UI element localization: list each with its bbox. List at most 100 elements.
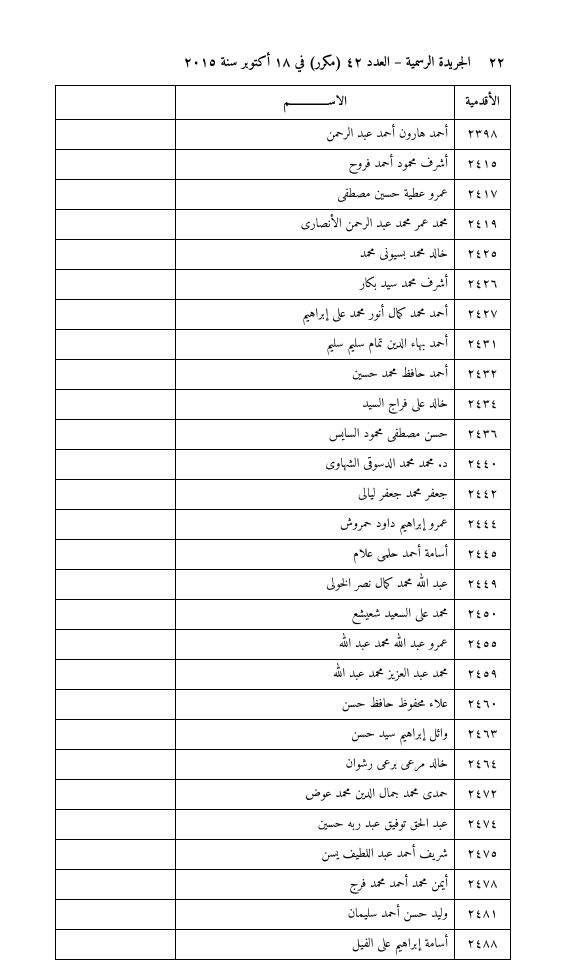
- notes-cell: [56, 600, 176, 630]
- table-row: ٢٤٨٨أسامة إبراهيم على الفيل: [56, 930, 511, 960]
- table-row: ٢٤٣٦حسن مصطفى محمود السايس: [56, 420, 511, 450]
- table-row: ٢٤١٩محمد عمر محمد عبد الرحمن الأنصارى: [56, 210, 511, 240]
- name-cell: عبد الحق توفيق عبد ربه حسين: [176, 810, 455, 840]
- seniority-cell: ٢٤٢٧: [455, 300, 511, 330]
- seniority-cell: ٢٤٢٥: [455, 240, 511, 270]
- table-header-row: الأقدمية الاســــــــــــــــم: [56, 86, 511, 120]
- seniority-cell: ٢٤١٩: [455, 210, 511, 240]
- notes-cell: [56, 120, 176, 150]
- name-cell: أيمن محمد أحمد محمد فرج: [176, 870, 455, 900]
- name-cell: حمدى محمد جمال الدين محمد عوض: [176, 780, 455, 810]
- name-cell: عمرو عطية حسين مصطفى: [176, 180, 455, 210]
- table-row: ٢٤٨١وليد حسن أحمد سليمان: [56, 900, 511, 930]
- notes-cell: [56, 870, 176, 900]
- notes-cell: [56, 420, 176, 450]
- table-row: ٢٤٥٠محمد على السعيد شعيشع: [56, 600, 511, 630]
- notes-cell: [56, 660, 176, 690]
- notes-cell: [56, 450, 176, 480]
- notes-cell: [56, 300, 176, 330]
- notes-cell: [56, 750, 176, 780]
- table-row: ٢٤٥٩محمد عبد العزيز محمد عبد الله: [56, 660, 511, 690]
- seniority-cell: ٢٤٥٥: [455, 630, 511, 660]
- table-row: ٢٤٧٤عبد الحق توفيق عبد ربه حسين: [56, 810, 511, 840]
- table-row: ٢٤٢٧أحمد محمد كمال أنور محمد على إبراهيم: [56, 300, 511, 330]
- name-cell: أشرف محمود أحمد فروح: [176, 150, 455, 180]
- seniority-cell: ٢٤٦٣: [455, 720, 511, 750]
- notes-cell: [56, 810, 176, 840]
- table-row: ٢٤٥٥عمرو عبد الله محمد عبد الله: [56, 630, 511, 660]
- name-cell: خالد مرعى برعى رشوان: [176, 750, 455, 780]
- column-header-name: الاســــــــــــــــم: [176, 86, 455, 120]
- column-header-notes: [56, 86, 176, 120]
- name-cell: خالد محمد بسيونى محمد: [176, 240, 455, 270]
- name-cell: أسامة إبراهيم على الفيل: [176, 930, 455, 960]
- seniority-cell: ٢٤٦٠: [455, 690, 511, 720]
- name-cell: عبد الله محمد كمال نصر الخولى: [176, 570, 455, 600]
- notes-cell: [56, 570, 176, 600]
- seniority-cell: ٢٤٤٢: [455, 480, 511, 510]
- table-row: ٢٤٧٥شريف أحمد عبد اللطيف يسن: [56, 840, 511, 870]
- seniority-cell: ٢٣٩٨: [455, 120, 511, 150]
- table-row: ٢٤٤٥أسامة أحمد حلمى علام: [56, 540, 511, 570]
- seniority-cell: ٢٤٣٦: [455, 420, 511, 450]
- seniority-cell: ٢٤٥٠: [455, 600, 511, 630]
- table-row: ٢٤٢٥خالد محمد بسيونى محمد: [56, 240, 511, 270]
- table-row: ٢٤٧٨أيمن محمد أحمد محمد فرج: [56, 870, 511, 900]
- name-cell: شريف أحمد عبد اللطيف يسن: [176, 840, 455, 870]
- notes-cell: [56, 180, 176, 210]
- name-cell: أحمد محمد كمال أنور محمد على إبراهيم: [176, 300, 455, 330]
- seniority-cell: ٢٤٣٤: [455, 390, 511, 420]
- name-cell: د. محمد محمد الدسوقى الشهاوى: [176, 450, 455, 480]
- seniority-cell: ٢٤١٧: [455, 180, 511, 210]
- table-row: ٢٤١٧عمرو عطية حسين مصطفى: [56, 180, 511, 210]
- notes-cell: [56, 780, 176, 810]
- name-cell: محمد على السعيد شعيشع: [176, 600, 455, 630]
- name-cell: عمرو إبراهيم داود حمروش: [176, 510, 455, 540]
- column-header-seniority: الأقدمية: [455, 86, 511, 120]
- seniority-cell: ٢٤٤٩: [455, 570, 511, 600]
- notes-cell: [56, 840, 176, 870]
- notes-cell: [56, 510, 176, 540]
- page-number: ٢٢: [489, 50, 505, 75]
- seniority-cell: ٢٤٣٢: [455, 360, 511, 390]
- seniority-cell: ٢٤٧٥: [455, 840, 511, 870]
- seniority-cell: ٢٤٤٥: [455, 540, 511, 570]
- name-cell: وائل إبراهيم سيد حسن: [176, 720, 455, 750]
- table-body: ٢٣٩٨أحمد هارون أحمد عبد الرحمن٢٤١٥أشرف م…: [56, 120, 511, 960]
- name-cell: أحمد حافظ محمد حسين: [176, 360, 455, 390]
- names-table: الأقدمية الاســــــــــــــــم ٢٣٩٨أحمد …: [55, 85, 511, 960]
- name-cell: علاء محفوظ حافظ حسن: [176, 690, 455, 720]
- table-row: ٢٤٤٢جعفر محمد جعفر ليالى: [56, 480, 511, 510]
- seniority-cell: ٢٤٣١: [455, 330, 511, 360]
- table-row: ٢٤٦٤خالد مرعى برعى رشوان: [56, 750, 511, 780]
- notes-cell: [56, 480, 176, 510]
- notes-cell: [56, 270, 176, 300]
- notes-cell: [56, 390, 176, 420]
- name-cell: أحمد بهاء الدين تمام سليم سليم: [176, 330, 455, 360]
- notes-cell: [56, 690, 176, 720]
- notes-cell: [56, 330, 176, 360]
- table-row: ٢٤٦٠علاء محفوظ حافظ حسن: [56, 690, 511, 720]
- seniority-cell: ٢٤٢٦: [455, 270, 511, 300]
- page-header: ٢٢ الجريدة الرسمية – العدد ٤٢ (مكرر) في …: [55, 50, 511, 75]
- notes-cell: [56, 360, 176, 390]
- table-row: ٢٤٢٦أشرف محمد سيد بكار: [56, 270, 511, 300]
- seniority-cell: ٢٤٧٨: [455, 870, 511, 900]
- seniority-cell: ٢٤٨٨: [455, 930, 511, 960]
- name-cell: أشرف محمد سيد بكار: [176, 270, 455, 300]
- table-row: ٢٤٤٤عمرو إبراهيم داود حمروش: [56, 510, 511, 540]
- notes-cell: [56, 630, 176, 660]
- notes-cell: [56, 540, 176, 570]
- name-cell: حسن مصطفى محمود السايس: [176, 420, 455, 450]
- table-row: ٢٤١٥أشرف محمود أحمد فروح: [56, 150, 511, 180]
- notes-cell: [56, 210, 176, 240]
- table-row: ٢٣٩٨أحمد هارون أحمد عبد الرحمن: [56, 120, 511, 150]
- name-cell: جعفر محمد جعفر ليالى: [176, 480, 455, 510]
- table-row: ٢٤٤٩عبد الله محمد كمال نصر الخولى: [56, 570, 511, 600]
- seniority-cell: ٢٤٧٢: [455, 780, 511, 810]
- seniority-cell: ٢٤٤٤: [455, 510, 511, 540]
- seniority-cell: ٢٤٧٤: [455, 810, 511, 840]
- name-cell: عمرو عبد الله محمد عبد الله: [176, 630, 455, 660]
- notes-cell: [56, 150, 176, 180]
- name-cell: محمد عبد العزيز محمد عبد الله: [176, 660, 455, 690]
